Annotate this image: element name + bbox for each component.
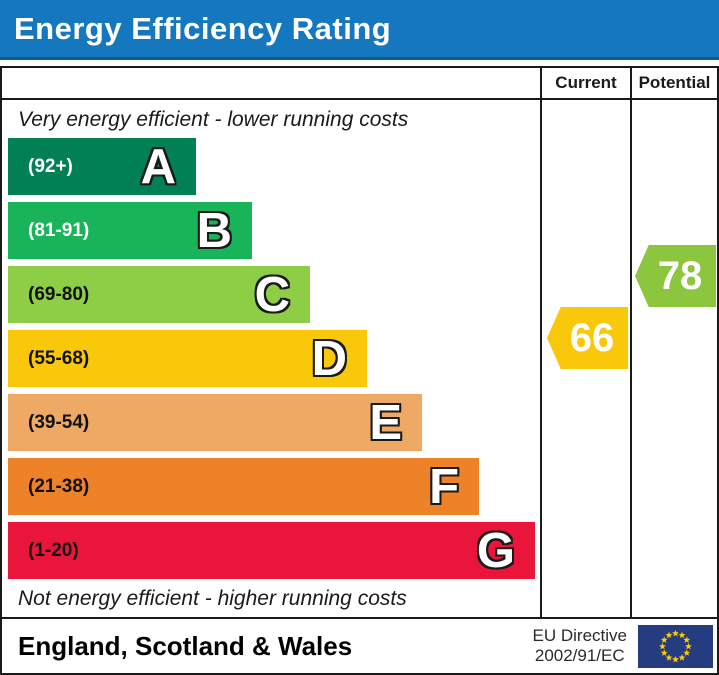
- potential-rating-value: 78: [657, 253, 703, 298]
- band-range-label: (55-68): [28, 348, 90, 369]
- footer: England, Scotland & Wales EU Directive 2…: [2, 617, 717, 673]
- rating-band-bar: (81-91) B: [8, 202, 252, 259]
- band-letter: E: [369, 396, 402, 450]
- band-letter: A: [140, 140, 176, 194]
- rating-band-bar: (1-20) G: [8, 522, 535, 579]
- current-column-header: Current: [555, 73, 617, 92]
- rating-table: Current Potential Very energy efficient …: [0, 66, 719, 675]
- rating-band-bar: (55-68) D: [8, 330, 367, 387]
- rating-band-bar: (92+) A: [8, 138, 196, 195]
- current-column-divider: [540, 68, 542, 617]
- rating-band-bar: (39-54) E: [8, 394, 422, 451]
- band-range-label: (21-38): [28, 476, 90, 497]
- band-letter: B: [196, 204, 232, 258]
- current-rating-value: 66: [569, 315, 615, 360]
- band-range-label: (39-54): [28, 412, 90, 433]
- band-letter: G: [476, 524, 515, 578]
- potential-column-header: Potential: [638, 73, 711, 92]
- band-range-label: (69-80): [28, 284, 90, 305]
- rating-band-bar: (69-80) C: [8, 266, 310, 323]
- top-note: Very energy efficient - lower running co…: [18, 108, 409, 131]
- table-header-row: Current Potential: [2, 68, 717, 100]
- band-letter: C: [254, 268, 290, 322]
- eu-directive-label: EU Directive 2002/91/EC: [533, 626, 627, 666]
- potential-column-divider: [630, 68, 632, 617]
- page-title: Energy Efficiency Rating: [14, 10, 392, 46]
- eu-directive-line1: EU Directive: [532, 626, 627, 645]
- band-range-label: (81-91): [28, 220, 90, 241]
- title-bar: Energy Efficiency Rating: [0, 0, 719, 60]
- potential-rating-indicator: 78: [635, 245, 716, 307]
- eu-flag-icon: [638, 625, 713, 668]
- region-label: England, Scotland & Wales: [18, 630, 353, 661]
- bottom-note: Not energy efficient - higher running co…: [18, 587, 407, 610]
- chart-body: Very energy efficient - lower running co…: [2, 100, 717, 617]
- band-range-label: (1-20): [28, 540, 79, 561]
- current-rating-indicator: 66: [547, 307, 628, 369]
- band-range-label: (92+): [28, 156, 73, 177]
- eu-directive-line2: 2002/91/EC: [534, 646, 625, 665]
- band-letter: F: [429, 460, 459, 514]
- rating-band-bar: (21-38) F: [8, 458, 479, 515]
- band-letter: D: [311, 332, 347, 386]
